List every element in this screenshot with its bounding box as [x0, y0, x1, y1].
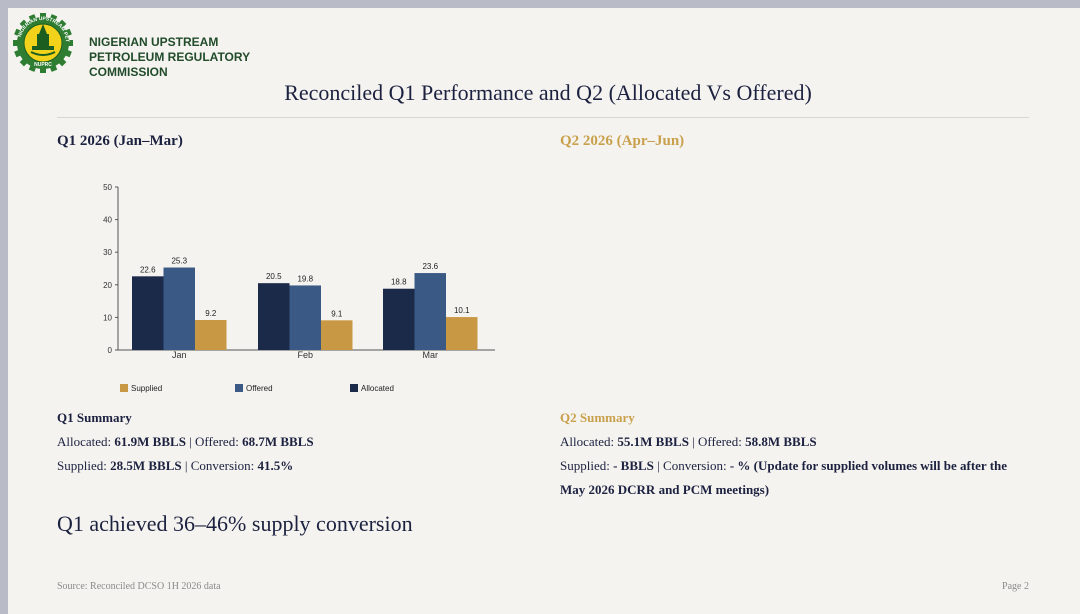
legend-label-offered: Offered — [246, 384, 273, 393]
data-label: 25.3 — [171, 257, 187, 266]
bar-supplied-jan — [195, 320, 227, 350]
q2-supplied-value: - BBLS — [613, 458, 654, 473]
data-label: 18.8 — [391, 278, 407, 287]
q2-allocated-value: 55.1M BBLS — [617, 434, 689, 449]
q2-summary-line-2: Supplied: - BBLS | Conversion: - % (Upda… — [560, 458, 1007, 474]
bar-supplied-feb — [321, 320, 353, 350]
bar-allocated-feb — [258, 283, 290, 350]
y-tick-label: 0 — [108, 346, 113, 355]
nuprc-logo: NIGERIAN UPSTREAM PETROLEUM REGULATORY N… — [12, 10, 73, 73]
data-label: 10.1 — [454, 306, 470, 315]
y-tick-label: 50 — [103, 183, 112, 192]
data-label: 9.2 — [205, 309, 217, 318]
org-line-3: COMMISSION — [89, 65, 168, 79]
q2-conversion-label: | Conversion: — [653, 458, 730, 473]
q1-offered-value: 68.7M BBLS — [242, 434, 314, 449]
data-label: 19.8 — [297, 274, 313, 283]
organization-name: NIGERIAN UPSTREAM PETROLEUM REGULATORY C… — [89, 35, 250, 80]
slide-title: Reconciled Q1 Performance and Q2 (Alloca… — [284, 80, 812, 105]
source-note: Source: Reconciled DCSO 1H 2026 data — [57, 581, 221, 592]
q2-offered-value: 58.8M BBLS — [745, 434, 817, 449]
bar-supplied-mar — [446, 317, 478, 350]
q2-summary-line-3: May 2026 DCRR and PCM meetings) — [560, 482, 769, 498]
q1-allocated-label: Allocated: — [57, 434, 115, 449]
q2-note-line-2: May 2026 DCRR and PCM meetings) — [560, 482, 770, 497]
page-number: Page 2 — [1002, 581, 1029, 592]
y-tick-label: 30 — [103, 248, 112, 257]
x-tick-label: Jan — [172, 350, 187, 360]
q2-summary-heading: Q2 Summary — [560, 410, 635, 425]
q2-heading: Q2 2026 (Apr–Jun) — [560, 133, 685, 149]
q1-supplied-label: Supplied: — [57, 458, 111, 473]
legend-swatch-offered — [235, 384, 243, 392]
logo-text: NUPRC — [34, 62, 52, 68]
q2-offered-label: | Offered: — [688, 434, 746, 449]
conclusion-text: Q1 achieved 36–46% supply conversion — [57, 511, 413, 536]
x-tick-label: Feb — [297, 350, 313, 360]
y-tick-label: 40 — [103, 216, 112, 225]
data-label: 9.1 — [331, 309, 343, 318]
q2-conversion-value: - % (Update for supplied volumes will be… — [729, 458, 1008, 473]
legend-swatch-supplied — [120, 384, 128, 392]
data-label: 20.5 — [266, 272, 282, 281]
legend-swatch-allocated — [350, 384, 358, 392]
q1-summary-line-1: Allocated: 61.9M BBLS | Offered: 68.7M B… — [57, 434, 314, 450]
q1-allocated-value: 61.9M BBLS — [114, 434, 186, 449]
gear-emblem-icon — [13, 13, 73, 73]
chart-svg: 0 10 20 30 40 50 22.6 25.3 9.2 Jan 20.5 19.8 9.1 Feb 1… — [103, 183, 495, 393]
data-label: 23.6 — [422, 262, 438, 271]
legend-label-supplied: Supplied — [131, 384, 162, 393]
x-tick-label: Mar — [423, 350, 439, 360]
q2-summary-line-1: Allocated: 55.1M BBLS | Offered: 58.8M B… — [560, 434, 817, 450]
q2-supplied-label: Supplied: — [560, 458, 614, 473]
q1-summary-line-2: Supplied: 28.5M BBLS | Conversion: 41.5% — [57, 458, 293, 474]
org-line-2: PETROLEUM REGULATORY — [89, 50, 251, 64]
y-tick-label: 20 — [103, 281, 112, 290]
q1-offered-label: | Offered: — [185, 434, 243, 449]
q1-conversion-value: 41.5% — [257, 458, 294, 473]
bar-offered-mar — [414, 273, 446, 350]
bar-allocated-jan — [132, 276, 164, 350]
legend-label-allocated: Allocated — [361, 384, 394, 393]
bar-allocated-mar — [383, 288, 415, 350]
y-tick-label: 10 — [103, 313, 112, 322]
title-divider — [57, 117, 1029, 118]
q1-summary-heading: Q1 Summary — [57, 410, 132, 425]
q2-allocated-label: Allocated: — [560, 434, 618, 449]
data-label: 22.6 — [140, 265, 156, 274]
org-line-1: NIGERIAN UPSTREAM — [89, 35, 219, 49]
q1-conversion-label: | Conversion: — [181, 458, 258, 473]
q1-supplied-value: 28.5M BBLS — [110, 458, 182, 473]
q1-bar-chart: 0 10 20 30 40 50 22.6 25.3 9.2 Jan 20.5 19.8 9.1 Feb 1… — [58, 160, 528, 396]
bar-offered-feb — [289, 285, 321, 350]
q1-heading: Q1 2026 (Jan–Mar) — [57, 133, 183, 149]
bar-offered-jan — [163, 267, 195, 350]
